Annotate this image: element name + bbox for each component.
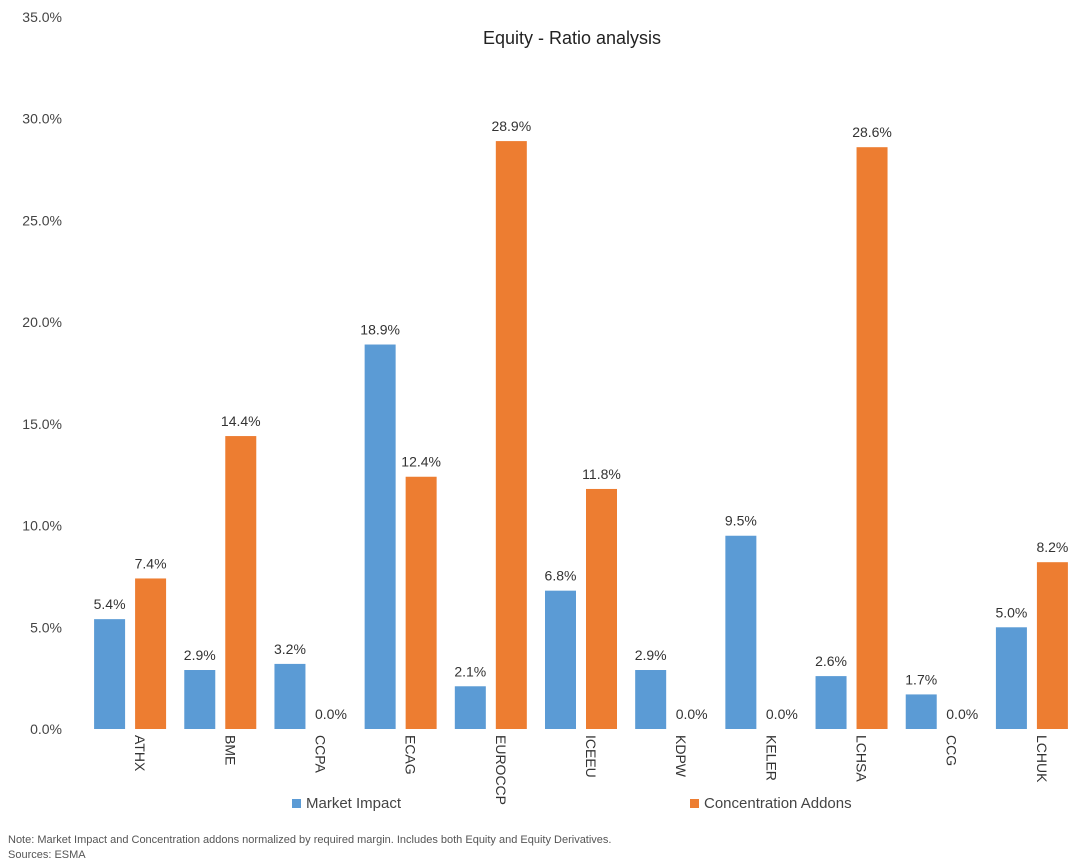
- note-text: Note: Market Impact and Concentration ad…: [8, 834, 612, 846]
- x-tick-label: ATHX: [132, 735, 148, 772]
- x-tick-label: ICEEU: [583, 735, 599, 778]
- y-tick-label: 5.0%: [30, 619, 62, 635]
- bar-market-impact: [725, 535, 757, 729]
- chart-title: Equity - Ratio analysis: [483, 28, 661, 48]
- data-label-concentration-addons: 0.0%: [946, 706, 978, 722]
- data-label-market-impact: 2.9%: [184, 647, 216, 663]
- data-label-market-impact: 2.1%: [454, 663, 486, 679]
- y-tick-label: 35.0%: [22, 9, 62, 25]
- y-tick-label: 10.0%: [22, 518, 62, 534]
- bar-concentration-addons: [225, 436, 257, 729]
- data-label-market-impact: 2.6%: [815, 653, 847, 669]
- x-tick-label: LCHUK: [1034, 735, 1050, 783]
- x-tick-label: KDPW: [673, 735, 689, 778]
- bar-market-impact: [184, 670, 216, 729]
- bar-concentration-addons: [586, 488, 617, 729]
- x-tick-label: KELER: [763, 735, 779, 781]
- bar-concentration-addons: [495, 141, 527, 729]
- data-label-concentration-addons: 0.0%: [766, 706, 798, 722]
- x-tick-label: CCPA: [312, 735, 328, 774]
- x-tick-label: BME: [222, 735, 238, 765]
- y-axis: 0.0% 5.0% 10.0% 15.0% 20.0% 25.0% 30.0% 35.0%: [22, 9, 62, 737]
- data-labels: 5.4% 7.4% 2.9% 14.4% 3.2% 0.0% 18.9% 12.4% 2.1% 2…: [94, 118, 1069, 722]
- data-label-concentration-addons: 8.2%: [1036, 539, 1068, 555]
- data-label-concentration-addons: 28.9%: [491, 118, 531, 134]
- data-label-market-impact: 6.8%: [545, 568, 577, 584]
- data-label-concentration-addons: 7.4%: [135, 555, 167, 571]
- legend-swatch-concentration-addons: [690, 799, 699, 808]
- data-label-market-impact: 5.4%: [94, 596, 126, 612]
- bar-concentration-addons: [135, 578, 167, 729]
- data-label-concentration-addons: 12.4%: [401, 454, 441, 470]
- data-label-concentration-addons: 14.4%: [221, 413, 261, 429]
- x-tick-label: EUROCCP: [493, 735, 509, 805]
- legend-item-market-impact: Market Impact: [292, 795, 401, 812]
- bar-market-impact: [545, 590, 576, 729]
- legend-item-concentration-addons: Concentration Addons: [690, 795, 852, 812]
- data-label-market-impact: 5.0%: [995, 604, 1027, 620]
- legend-label-concentration-addons: Concentration Addons: [704, 795, 852, 812]
- data-label-market-impact: 9.5%: [725, 513, 757, 529]
- bars: [94, 141, 1068, 730]
- bar-concentration-addons: [405, 476, 437, 729]
- data-label-concentration-addons: 11.8%: [582, 466, 621, 482]
- x-tick-label: CCG: [944, 735, 960, 766]
- data-label-market-impact: 1.7%: [905, 671, 937, 687]
- legend-label-market-impact: Market Impact: [306, 795, 402, 812]
- x-axis: ATHX BME CCPA ECAG EUROCCP ICEEU KDPW KELER LCHS…: [132, 735, 1050, 805]
- data-label-concentration-addons: 0.0%: [315, 706, 347, 722]
- sources-text: Sources: ESMA: [8, 849, 86, 861]
- y-tick-label: 25.0%: [22, 212, 62, 228]
- data-label-concentration-addons: 0.0%: [676, 706, 708, 722]
- bar-market-impact: [454, 686, 486, 729]
- y-tick-label: 0.0%: [30, 721, 62, 737]
- bar-market-impact: [905, 694, 937, 729]
- data-label-market-impact: 18.9%: [360, 322, 400, 338]
- data-label-concentration-addons: 28.6%: [852, 124, 892, 140]
- bar-market-impact: [995, 627, 1027, 729]
- legend: Market Impact Concentration Addons: [0, 795, 1077, 817]
- y-tick-label: 30.0%: [22, 111, 62, 127]
- bar-market-impact: [274, 663, 306, 729]
- y-tick-label: 15.0%: [22, 416, 62, 432]
- x-tick-label: ECAG: [403, 735, 419, 775]
- legend-swatch-market-impact: [292, 799, 301, 808]
- bar-market-impact: [635, 670, 667, 729]
- footnotes: Note: Market Impact and Concentration ad…: [8, 833, 612, 863]
- bar-market-impact: [94, 619, 126, 729]
- y-tick-label: 20.0%: [22, 314, 62, 330]
- data-label-market-impact: 2.9%: [635, 647, 667, 663]
- bar-concentration-addons: [856, 147, 888, 730]
- x-tick-label: LCHSA: [854, 735, 870, 782]
- bar-concentration-addons: [1036, 562, 1068, 729]
- data-label-market-impact: 3.2%: [274, 641, 306, 657]
- bar-market-impact: [815, 676, 847, 729]
- bar-market-impact: [364, 344, 396, 729]
